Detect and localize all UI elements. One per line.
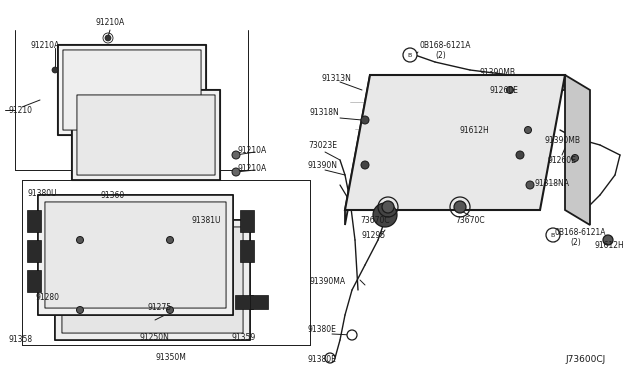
Text: 91210A: 91210A	[238, 164, 268, 173]
Text: 91318NA: 91318NA	[535, 179, 570, 187]
Bar	[27, 210, 41, 232]
Bar	[250, 295, 268, 309]
Text: 91359: 91359	[232, 334, 256, 343]
Text: 91210A: 91210A	[238, 145, 268, 154]
Text: 0B168-6121A: 0B168-6121A	[420, 41, 472, 49]
Text: 91250N: 91250N	[140, 334, 170, 343]
Circle shape	[403, 48, 417, 62]
Text: 91381U: 91381U	[192, 215, 221, 224]
Circle shape	[516, 151, 524, 159]
FancyBboxPatch shape	[77, 95, 215, 175]
Circle shape	[77, 237, 83, 244]
FancyBboxPatch shape	[62, 227, 243, 333]
Text: 91380E: 91380E	[308, 326, 337, 334]
Text: 91318N: 91318N	[310, 108, 340, 116]
Circle shape	[373, 203, 397, 227]
Text: 91360: 91360	[100, 190, 124, 199]
Text: (2): (2)	[435, 51, 445, 60]
Text: 91380E: 91380E	[308, 356, 337, 365]
Text: 91313N: 91313N	[322, 74, 352, 83]
Circle shape	[105, 35, 111, 41]
Bar	[240, 210, 254, 232]
Text: 91390MB: 91390MB	[480, 67, 516, 77]
FancyBboxPatch shape	[55, 220, 250, 340]
Bar	[240, 240, 254, 262]
Bar	[27, 240, 41, 262]
Polygon shape	[370, 75, 565, 90]
Circle shape	[166, 307, 173, 314]
Circle shape	[325, 353, 335, 363]
FancyBboxPatch shape	[38, 195, 233, 315]
Text: 91210A: 91210A	[30, 41, 60, 49]
Circle shape	[361, 116, 369, 124]
Circle shape	[506, 87, 513, 93]
Circle shape	[347, 330, 357, 340]
Text: 91390MB: 91390MB	[545, 135, 581, 144]
Text: 91260E: 91260E	[548, 155, 577, 164]
Circle shape	[232, 151, 240, 159]
Circle shape	[166, 237, 173, 244]
Text: 73023E: 73023E	[308, 141, 337, 150]
Text: 91390N: 91390N	[308, 160, 338, 170]
Circle shape	[526, 181, 534, 189]
Circle shape	[572, 154, 579, 161]
Text: 91612H: 91612H	[595, 241, 625, 250]
Text: (2): (2)	[570, 237, 580, 247]
Circle shape	[454, 201, 466, 213]
FancyBboxPatch shape	[45, 202, 226, 308]
Text: 91612H: 91612H	[460, 125, 490, 135]
Circle shape	[603, 235, 613, 245]
Text: 0B168-6121A: 0B168-6121A	[555, 228, 607, 237]
Circle shape	[546, 228, 560, 242]
Polygon shape	[565, 75, 590, 225]
Text: 73670C: 73670C	[455, 215, 484, 224]
Text: 91390MA: 91390MA	[310, 278, 346, 286]
Bar	[235, 295, 253, 309]
FancyBboxPatch shape	[58, 45, 206, 135]
Text: 91295: 91295	[362, 231, 386, 240]
Circle shape	[361, 161, 369, 169]
Circle shape	[525, 126, 531, 134]
Text: B: B	[551, 232, 555, 237]
Text: 91275: 91275	[148, 304, 172, 312]
Text: B: B	[408, 52, 412, 58]
Text: 91380U: 91380U	[27, 189, 56, 198]
FancyBboxPatch shape	[63, 50, 201, 130]
Text: 91210: 91210	[8, 106, 32, 115]
Text: 91350M: 91350M	[155, 353, 186, 362]
Polygon shape	[345, 75, 370, 225]
Polygon shape	[345, 75, 565, 210]
Circle shape	[382, 201, 394, 213]
FancyBboxPatch shape	[72, 90, 220, 180]
Text: 91260E: 91260E	[490, 86, 519, 94]
Text: J73600CJ: J73600CJ	[565, 356, 605, 365]
Text: 91210A: 91210A	[95, 17, 124, 26]
Text: 73670C: 73670C	[360, 215, 390, 224]
Bar	[27, 270, 41, 292]
Circle shape	[77, 307, 83, 314]
Text: 91358: 91358	[8, 336, 32, 344]
Circle shape	[232, 168, 240, 176]
Text: 91280: 91280	[35, 294, 59, 302]
Circle shape	[52, 67, 58, 73]
